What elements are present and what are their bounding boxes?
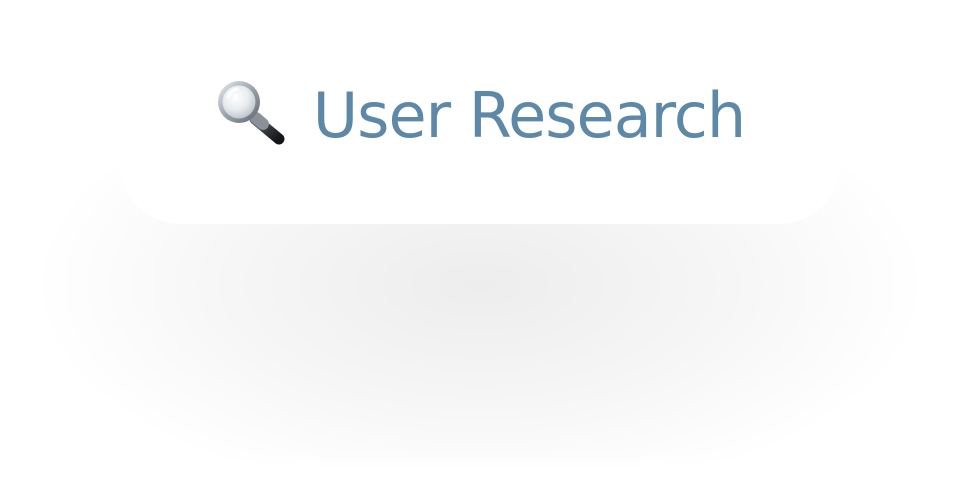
magnifying-glass-icon [215, 79, 287, 145]
section-title: User Research [312, 79, 746, 152]
section-header: User Research [0, 76, 960, 156]
